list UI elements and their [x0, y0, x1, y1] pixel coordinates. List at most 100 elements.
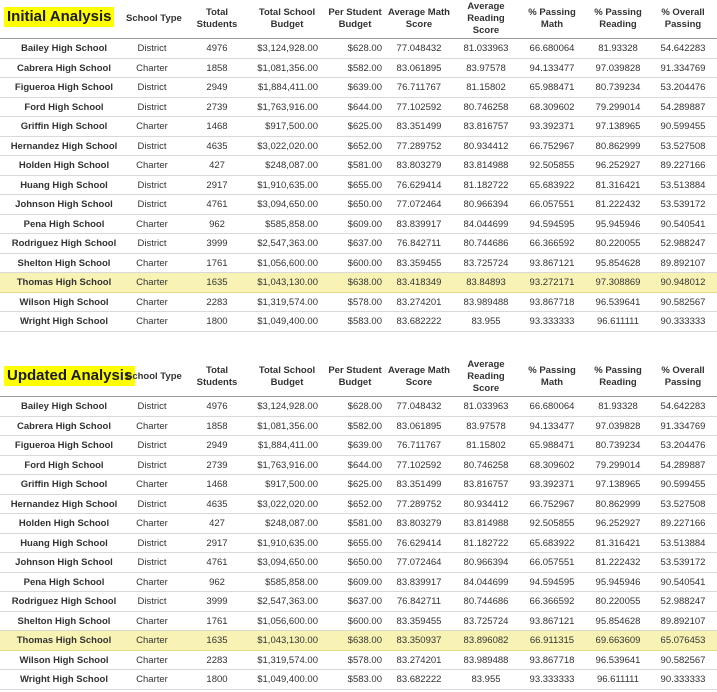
- cell-school-name: Rodriguez High School: [11, 596, 117, 607]
- table-row: Johnson High School District 4761 $3,094,65…: [0, 195, 717, 215]
- cell-pct-passing-math: 94.594595: [529, 576, 575, 588]
- cell-pct-overall-passing: 53.204476: [660, 440, 706, 451]
- table-row: Hernandez High School District 4635 $3,022,…: [0, 495, 717, 514]
- cell-avg-reading-score: 81.15802: [466, 82, 506, 93]
- cell-avg-reading-score: 81.033963: [463, 43, 509, 54]
- cell-pct-passing-math: 93.867121: [529, 615, 575, 627]
- cell-per-student-budget: $655.00: [347, 179, 382, 191]
- cell-total-budget: $3,124,928.00: [257, 43, 318, 54]
- cell-per-student-budget: $609.00: [347, 218, 382, 230]
- header-total-school-budget: Total School Budget: [258, 7, 316, 30]
- cell-pct-passing-reading: 81.93328: [598, 401, 638, 412]
- cell-pct-overall-passing: 90.948012: [660, 277, 706, 288]
- cell-pct-passing-math: 65.988471: [529, 440, 575, 451]
- cell-avg-math-score: 83.061895: [396, 420, 442, 432]
- cell-per-student-budget: $652.00: [347, 140, 382, 152]
- cell-pct-passing-reading: 96.539641: [595, 296, 641, 308]
- cell-pct-passing-math: 93.392371: [529, 479, 575, 490]
- cell-school-type: District: [137, 43, 167, 54]
- table-row: Figueroa High School District 2949 $1,884,4…: [0, 78, 717, 98]
- cell-pct-passing-reading: 96.611111: [596, 674, 640, 685]
- cell-school-name: Wilson High School: [19, 296, 109, 308]
- table-row: Bailey High School District 4976 $3,124,928…: [0, 39, 717, 59]
- cell-total-budget: $1,056,600.00: [257, 257, 318, 269]
- cell-avg-reading-score: 83.816757: [463, 121, 509, 132]
- cell-school-name: Holden High School: [18, 160, 110, 171]
- cell-total-students: 427: [209, 160, 225, 171]
- cell-pct-passing-reading: 81.222432: [595, 557, 641, 568]
- table-row: Pena High School Charter 962 $585,858.00 $60…: [0, 215, 717, 234]
- cell-total-budget: $1,884,411.00: [257, 440, 318, 451]
- cell-per-student-budget: $625.00: [347, 479, 382, 490]
- cell-avg-reading-score: 83.725724: [463, 615, 509, 627]
- cell-pct-passing-reading: 69.663609: [595, 635, 641, 646]
- table-row: Huang High School District 2917 $1,910,635.…: [0, 176, 717, 195]
- table-row: Holden High School Charter 427 $248,087.00 $…: [0, 156, 717, 176]
- cell-avg-reading-score: 80.934412: [463, 498, 509, 510]
- cell-per-student-budget: $650.00: [347, 557, 382, 568]
- cell-per-student-budget: $638.00: [347, 277, 382, 288]
- table-row: Wright High School Charter 1800 $1,049,400.…: [0, 312, 717, 332]
- cell-pct-passing-reading: 81.222432: [595, 199, 641, 210]
- cell-school-name: Rodriguez High School: [11, 238, 117, 249]
- cell-pct-overall-passing: 89.892107: [660, 615, 706, 627]
- cell-avg-math-score: 83.682222: [396, 316, 442, 327]
- cell-pct-overall-passing: 53.539172: [660, 557, 706, 568]
- cell-pct-overall-passing: 90.582567: [660, 296, 706, 308]
- cell-total-students: 1858: [206, 420, 228, 432]
- cell-total-students: 1635: [206, 277, 228, 288]
- header-school-type: School Type: [126, 371, 182, 382]
- table-row: Wilson High School Charter 2283 $1,319,574.…: [0, 651, 717, 670]
- header-pct-passing-reading: % Passing Reading: [594, 7, 642, 30]
- cell-pct-passing-math: 66.366592: [529, 238, 575, 249]
- header-per-student-budget: Per Student Budget: [328, 7, 382, 30]
- cell-avg-reading-score: 83.814988: [463, 518, 509, 529]
- cell-pct-passing-math: 66.057551: [529, 557, 575, 568]
- cell-total-students: 2283: [206, 654, 228, 666]
- cell-school-name: Johnson High School: [15, 199, 113, 210]
- cell-total-budget: $3,124,928.00: [257, 401, 318, 412]
- cell-total-students: 4635: [206, 140, 228, 152]
- cell-total-students: 2917: [206, 537, 228, 549]
- cell-avg-reading-score: 83.955: [471, 674, 501, 685]
- cell-avg-reading-score: 83.989488: [463, 296, 509, 308]
- cell-pct-overall-passing: 90.599455: [660, 121, 706, 132]
- cell-pct-passing-math: 93.272171: [529, 277, 575, 288]
- cell-avg-math-score: 77.102592: [396, 459, 442, 471]
- cell-total-students: 4761: [206, 557, 228, 568]
- header-avg-math-score: Average Math Score: [388, 7, 450, 30]
- cell-pct-passing-reading: 80.862999: [595, 140, 641, 152]
- data-table: Bailey High School District 4976 $3,124,928…: [0, 396, 717, 690]
- cell-school-type: Charter: [136, 518, 168, 529]
- cell-avg-math-score: 76.711767: [396, 82, 442, 93]
- cell-school-type: Charter: [136, 316, 168, 327]
- cell-school-name: Ford High School: [24, 101, 104, 113]
- cell-pct-overall-passing: 54.289887: [660, 459, 706, 471]
- cell-total-students: 2949: [206, 82, 228, 93]
- cell-school-name: Wright High School: [20, 674, 108, 685]
- cell-school-name: Huang High School: [20, 179, 108, 191]
- cell-avg-math-score: 76.842711: [396, 238, 442, 249]
- cell-avg-reading-score: 80.746258: [463, 101, 509, 113]
- cell-total-budget: $585,858.00: [265, 576, 318, 588]
- cell-per-student-budget: $644.00: [347, 459, 382, 471]
- cell-school-name: Bailey High School: [20, 401, 108, 412]
- cell-pct-passing-reading: 79.299014: [595, 459, 641, 471]
- cell-avg-reading-score: 80.744686: [463, 238, 509, 249]
- table-row: Cabrera High School Charter 1858 $1,081,356…: [0, 417, 717, 436]
- cell-total-budget: $1,910,635.00: [257, 179, 318, 191]
- cell-school-type: District: [137, 440, 167, 451]
- cell-school-type: Charter: [136, 635, 168, 646]
- header-total-students: Total Students: [196, 7, 238, 30]
- cell-total-students: 1468: [206, 479, 228, 490]
- cell-school-type: Charter: [136, 615, 168, 627]
- cell-pct-passing-reading: 80.739234: [595, 82, 641, 93]
- cell-avg-reading-score: 84.044699: [463, 218, 509, 230]
- cell-pct-passing-reading: 80.862999: [595, 498, 641, 510]
- cell-per-student-budget: $652.00: [347, 498, 382, 510]
- cell-total-students: 2283: [206, 296, 228, 308]
- cell-avg-math-score: 83.803279: [396, 518, 442, 529]
- cell-total-students: 3999: [206, 238, 228, 249]
- cell-total-budget: $1,043,130.00: [257, 277, 318, 288]
- cell-total-budget: $1,884,411.00: [257, 82, 318, 93]
